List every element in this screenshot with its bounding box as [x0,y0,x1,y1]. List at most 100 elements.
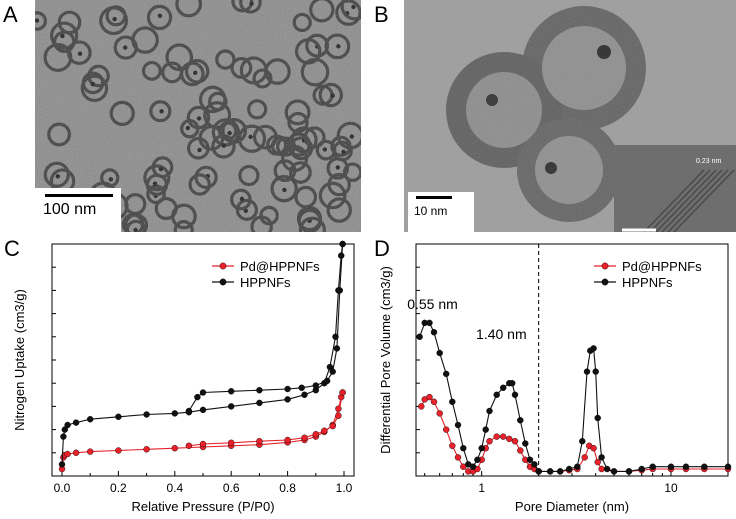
hppnfs-point [701,463,708,470]
hppnfs-point [583,368,591,375]
hppnfs-point [426,319,433,327]
hppnfs-adsorption-point [227,403,235,410]
pd-hppnfs-desorption-point [284,436,291,444]
pd-hppnfs-point [594,458,601,466]
hppnfs-point [474,456,481,464]
panel-b-letter: B [374,2,389,27]
hppnfs-point [522,440,529,447]
scale-bar-b-label: 10 nm [414,204,448,218]
hppnfs-desorption-point [185,407,193,415]
pd-hppnfs-desorption-point [301,434,308,441]
chart-c-svg: 0.0 0.2 0.4 0.6 0.8 1.0 Relative Pressure (P/P… [12,240,355,514]
scale-bar-a: 100 nm [35,188,121,232]
hppnfs-point [442,370,450,378]
hppnfs-desorption-point [323,377,331,385]
hppnfs-point [499,384,507,392]
hppnfs-point [460,444,467,452]
hppnfs-adsorption-point [58,461,66,468]
legend-swatch-marker [219,278,227,286]
tem-image-a: 100 nm [35,0,361,232]
hppnfs-adsorption-point [338,252,345,259]
pd-hppnfs-point [442,426,450,433]
panel-a-letter: A [3,2,18,27]
hppnfs-adsorption-point [72,419,80,426]
panel-c-letter: C [4,236,20,261]
hppnfs-point [546,468,554,475]
hppnfs-point [478,444,485,452]
pd-hppnfs-point [581,454,588,461]
pd-hppnfs-adsorption-point [115,447,122,454]
hppnfs-point [667,463,675,470]
x-tick-label: 0.2 [110,481,127,495]
pd-hppnfs-point [454,454,462,461]
hppnfs-point [416,333,423,341]
pd-hppnfs-point [511,437,519,445]
pd-hppnfs-point [426,393,433,401]
hppnfs-point [649,463,656,470]
chart-d-svg: 1 10 Pore Diameter (nm) Differential Pore V… [378,243,732,514]
pd-hppnfs-point [598,465,605,473]
scale-bar-b-line [416,196,452,199]
pd-hppnfs-desorption-point [256,437,263,445]
pd-hppnfs-adsorption-point [143,446,150,453]
legend-label: HPPNFs [240,275,291,290]
hppnfs-desorption-point [256,386,263,394]
pd-hppnfs-point [418,403,425,410]
pd-hppnfs-point [430,398,438,406]
hppnfs-point [436,349,443,357]
tem-image-a-svg [35,0,361,232]
pd-hppnfs-desorption-point [321,427,328,435]
hppnfs-point [469,463,477,470]
hppnfs-adsorption-point [143,411,150,418]
hppnfs-adsorption-point [86,415,94,423]
peak-annotation: 1.40 nm [476,326,527,342]
pd-hppnfs-desorption-point [312,430,319,438]
hppnfs-point [625,468,633,475]
chart-d: 1 10 Pore Diameter (nm) Differential Pore V… [368,236,736,519]
hppnfs-point [598,454,605,461]
chart-c: 0.0 0.2 0.4 0.6 0.8 1.0 Relative Pressure (P/P… [0,236,368,519]
hppnfs-desorption-point [284,385,291,393]
x-tick-label: 0.8 [279,481,296,495]
hppnfs-desorption-point [336,287,343,294]
hppnfs-desorption-point [298,384,305,392]
pd-hppnfs-point [436,410,443,417]
x-tick-label: 0.6 [223,481,240,495]
hppnfs-point [511,391,519,399]
pd-hppnfs-adsorption-line [61,392,344,470]
pd-hppnfs-point [590,444,597,452]
pd-hppnfs-adsorption-point [171,444,179,452]
scale-bar-a-label: 100 nm [43,201,97,218]
hppnfs-point [682,463,690,470]
x-tick-label: 1 [478,481,485,495]
hppnfs-desorption-point [199,389,207,396]
hppnfs-point [526,456,534,464]
hppnfs-adsorption-line [61,243,344,465]
peak-annotation: 0.55 nm [407,296,458,312]
plot-frame [415,243,729,477]
hppnfs-point [449,398,456,406]
panel-d-letter: D [374,236,390,261]
pd-hppnfs-desorption-point [339,389,346,396]
pd-hppnfs-point [499,433,507,440]
pd-hppnfs-point [517,447,524,454]
hppnfs-adsorption-point [115,413,122,421]
pd-hppnfs-desorption-line [188,392,344,447]
hppnfs-adsorption-point [301,391,308,399]
hppnfs-adsorption-point [61,426,69,433]
hppnfs-adsorption-point [60,433,67,440]
hppnfs-desorption-point [312,382,319,389]
hppnfs-point [638,465,645,473]
x-tick-label: 10 [664,481,678,495]
hppnfs-desorption-point [339,240,346,248]
pd-hppnfs-point [486,437,493,445]
pd-hppnfs-point [449,442,456,450]
scale-bar-a-line [45,194,113,197]
x-tick-label: 1.0 [336,481,353,495]
pd-hppnfs-adsorption-point [72,449,80,457]
hppnfs-point [724,463,732,470]
hppnfs-point [590,345,597,352]
hppnfs-point [594,414,601,422]
hppnfs-adsorption-point [256,399,263,407]
pd-hppnfs-point [506,435,513,443]
